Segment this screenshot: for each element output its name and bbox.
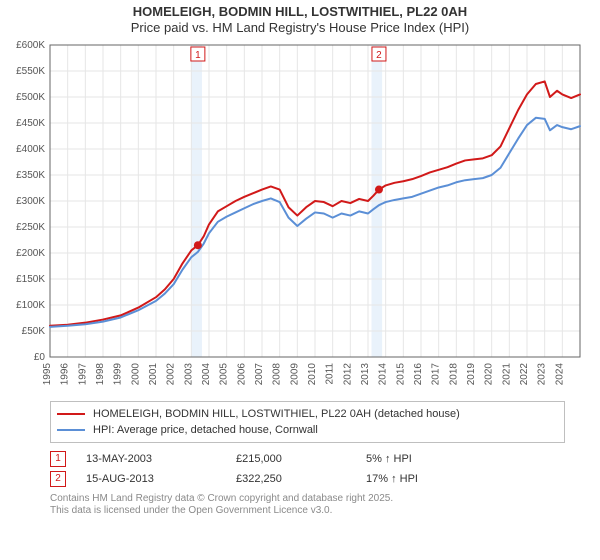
- svg-text:£600K: £600K: [16, 40, 45, 51]
- legend-swatch: [57, 429, 85, 431]
- chart-title-line1: HOMELEIGH, BODMIN HILL, LOSTWITHIEL, PL2…: [0, 4, 600, 20]
- legend-label: HPI: Average price, detached house, Corn…: [93, 424, 318, 436]
- svg-text:2020: 2020: [484, 362, 495, 385]
- svg-text:2005: 2005: [219, 362, 230, 385]
- svg-text:2013: 2013: [360, 362, 371, 385]
- svg-text:2016: 2016: [413, 362, 424, 385]
- svg-text:2014: 2014: [378, 362, 389, 385]
- svg-text:2017: 2017: [431, 362, 442, 385]
- svg-text:1998: 1998: [95, 362, 106, 385]
- svg-text:£200K: £200K: [16, 248, 45, 259]
- svg-text:2007: 2007: [254, 362, 265, 385]
- legend-label: HOMELEIGH, BODMIN HILL, LOSTWITHIEL, PL2…: [93, 408, 460, 420]
- svg-text:2011: 2011: [325, 362, 336, 384]
- svg-text:2004: 2004: [201, 362, 212, 385]
- sale-point-2: [375, 185, 383, 193]
- svg-text:2009: 2009: [289, 362, 300, 385]
- svg-text:£100K: £100K: [16, 300, 45, 311]
- sale-point-1: [194, 241, 202, 249]
- svg-text:2019: 2019: [466, 362, 477, 385]
- svg-text:2012: 2012: [342, 362, 353, 385]
- sales-date: 15-AUG-2013: [86, 473, 236, 485]
- sale-marker-label-2: 2: [376, 50, 382, 61]
- footer-line2: This data is licensed under the Open Gov…: [50, 505, 565, 518]
- svg-text:2021: 2021: [501, 362, 512, 385]
- svg-text:£450K: £450K: [16, 118, 45, 129]
- sales-pct: 5% ↑ HPI: [366, 453, 486, 465]
- svg-text:£400K: £400K: [16, 144, 45, 155]
- svg-text:2003: 2003: [183, 362, 194, 385]
- sales-pct: 17% ↑ HPI: [366, 473, 486, 485]
- svg-text:1999: 1999: [113, 362, 124, 385]
- svg-text:2015: 2015: [395, 362, 406, 385]
- legend-item-0: HOMELEIGH, BODMIN HILL, LOSTWITHIEL, PL2…: [57, 406, 558, 422]
- sales-row-1: 1 13-MAY-2003£215,0005% ↑ HPI: [50, 449, 565, 469]
- sales-marker-1: 1: [50, 451, 66, 467]
- svg-text:£300K: £300K: [16, 196, 45, 207]
- svg-text:2001: 2001: [148, 362, 159, 385]
- sales-table: 1 13-MAY-2003£215,0005% ↑ HPI 2 15-AUG-2013…: [50, 449, 565, 489]
- svg-text:2008: 2008: [272, 362, 283, 385]
- sale-marker-label-1: 1: [195, 50, 201, 61]
- legend: HOMELEIGH, BODMIN HILL, LOSTWITHIEL, PL2…: [50, 401, 565, 443]
- svg-text:2006: 2006: [236, 362, 247, 385]
- chart-area: £0 £50K £100K £150K £200K £250K £300K £350K £400…: [0, 37, 600, 397]
- sales-price: £322,250: [236, 473, 366, 485]
- svg-text:2024: 2024: [554, 362, 565, 385]
- svg-text:£0: £0: [34, 352, 46, 363]
- svg-text:£150K: £150K: [16, 274, 45, 285]
- svg-text:£250K: £250K: [16, 222, 45, 233]
- svg-text:2023: 2023: [537, 362, 548, 385]
- footer-line1: Contains HM Land Registry data © Crown c…: [50, 493, 565, 506]
- line-chart-svg: £0 £50K £100K £150K £200K £250K £300K £350K £400…: [0, 37, 600, 397]
- svg-text:2022: 2022: [519, 362, 530, 385]
- svg-text:2018: 2018: [448, 362, 459, 385]
- svg-text:£500K: £500K: [16, 92, 45, 103]
- svg-text:£50K: £50K: [22, 326, 46, 337]
- attribution-footer: Contains HM Land Registry data © Crown c…: [50, 493, 565, 518]
- legend-item-1: HPI: Average price, detached house, Corn…: [57, 422, 558, 438]
- svg-text:£350K: £350K: [16, 170, 45, 181]
- svg-text:2002: 2002: [166, 362, 177, 385]
- sales-row-2: 2 15-AUG-2013£322,25017% ↑ HPI: [50, 469, 565, 489]
- legend-swatch: [57, 413, 85, 415]
- sales-date: 13-MAY-2003: [86, 453, 236, 465]
- sales-marker-2: 2: [50, 471, 66, 487]
- svg-text:1995: 1995: [42, 362, 53, 385]
- chart-title-block: HOMELEIGH, BODMIN HILL, LOSTWITHIEL, PL2…: [0, 0, 600, 37]
- sales-price: £215,000: [236, 453, 366, 465]
- svg-text:2000: 2000: [130, 362, 141, 385]
- chart-title-line2: Price paid vs. HM Land Registry's House …: [0, 20, 600, 36]
- svg-text:1996: 1996: [60, 362, 71, 385]
- svg-text:£550K: £550K: [16, 66, 45, 77]
- svg-text:1997: 1997: [77, 362, 88, 385]
- svg-text:2010: 2010: [307, 362, 318, 385]
